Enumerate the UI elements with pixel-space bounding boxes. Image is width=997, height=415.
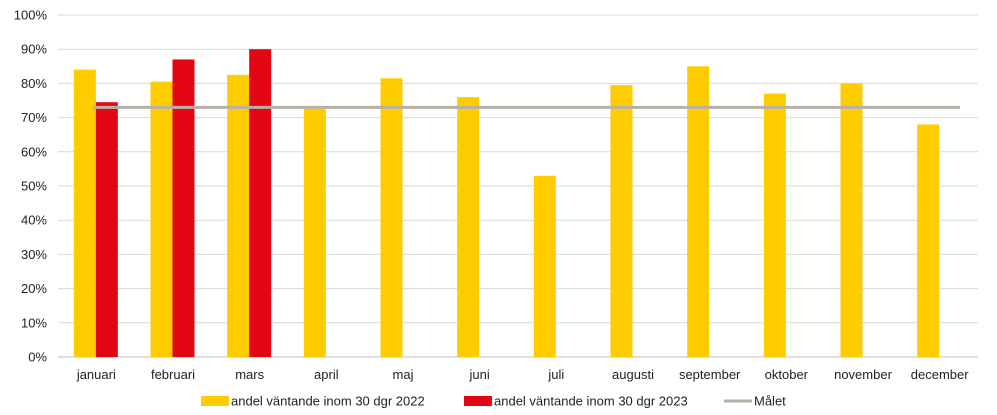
bar-2022-december [917, 124, 940, 357]
bar-2022-juni [457, 97, 480, 357]
bar-2022-november [840, 83, 863, 358]
x-tick-label: juni [469, 367, 490, 382]
legend-target-label: Målet [754, 394, 786, 409]
bar-2022-april [303, 107, 326, 357]
x-tick-label: augusti [612, 367, 654, 382]
bar-2023-februari [172, 59, 195, 358]
y-tick-label: 100% [14, 8, 48, 23]
x-tick-label: oktober [765, 367, 809, 382]
x-tick-label: april [314, 367, 339, 382]
x-tick-label: juli [547, 367, 564, 382]
legend-2022-swatch [201, 396, 229, 406]
y-tick-label: 70% [21, 110, 47, 125]
y-tick-label: 30% [21, 247, 47, 262]
bar-2022-oktober [763, 93, 786, 357]
y-tick-label: 0% [28, 350, 47, 365]
x-tick-label: november [834, 367, 892, 382]
bar-2022-augusti [610, 85, 633, 358]
x-axis-ticks: januari februari mars april maj juni juli augus… [76, 367, 969, 382]
y-tick-label: 80% [21, 76, 47, 91]
bar-2022-maj [380, 78, 403, 358]
y-tick-label: 90% [21, 42, 47, 57]
y-axis-ticks: 0% 10% 20% 30% 40% 50% 60% 70% 80% 90% 100% [14, 8, 48, 365]
y-tick-label: 60% [21, 144, 47, 159]
legend-2023-swatch [464, 396, 492, 406]
bar-2022-januari [73, 69, 96, 357]
y-tick-label: 20% [21, 281, 47, 296]
legend-2022-label: andel väntande inom 30 dgr 2022 [231, 394, 425, 409]
legend-2023-label: andel väntande inom 30 dgr 2023 [494, 394, 688, 409]
bar-2022-mars [227, 74, 250, 357]
bar-2022-september [687, 66, 710, 358]
y-tick-label: 50% [21, 179, 47, 194]
x-tick-label: mars [235, 367, 264, 382]
grid-lines [58, 14, 978, 358]
bar-2022-februari [150, 81, 173, 357]
x-tick-label: januari [76, 367, 116, 382]
bars [73, 49, 940, 358]
x-tick-label: februari [151, 367, 195, 382]
bar-2023-mars [249, 49, 272, 357]
bar-2022-juli [533, 175, 556, 357]
x-tick-label: september [679, 367, 741, 382]
y-tick-label: 40% [21, 213, 47, 228]
y-tick-label: 10% [21, 315, 47, 330]
legend: andel väntande inom 30 dgr 2022 andel vän… [201, 394, 786, 409]
x-tick-label: december [911, 367, 969, 382]
bar-2023-januari [95, 102, 118, 358]
x-tick-label: maj [393, 367, 414, 382]
